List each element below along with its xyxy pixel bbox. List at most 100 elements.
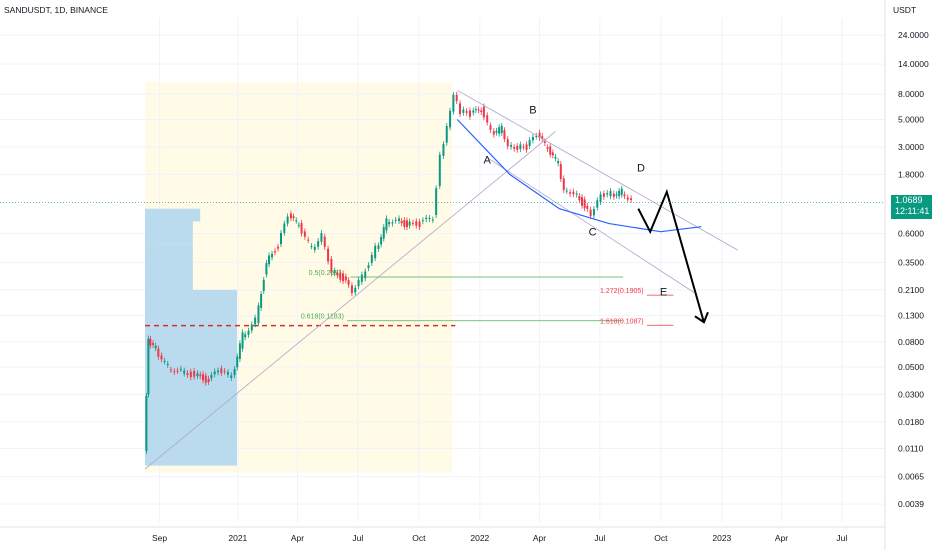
- fib-label: 1.618(0.1087): [600, 318, 644, 325]
- candle-body: [327, 248, 330, 262]
- candle-body: [330, 258, 333, 274]
- candle-body: [265, 263, 268, 275]
- y-tick-label: 3.0000: [898, 142, 924, 152]
- candle-body: [380, 237, 383, 245]
- wave-label: D: [637, 162, 645, 174]
- candle-body: [382, 227, 385, 239]
- x-tick-label: Apr: [775, 533, 788, 543]
- y-tick-label: 5.0000: [898, 114, 924, 124]
- y-tick-label: 0.0110: [898, 443, 924, 453]
- candle-body: [173, 371, 176, 373]
- candle-body: [562, 178, 565, 191]
- candle-body: [472, 110, 475, 113]
- candle-body: [176, 370, 179, 372]
- candle-body: [279, 232, 282, 245]
- candle-body: [274, 251, 277, 253]
- x-tick-label: Jul: [352, 533, 363, 543]
- candle-body: [480, 110, 483, 113]
- candle-body: [513, 147, 516, 149]
- candle-body: [193, 371, 196, 377]
- candle-body: [405, 220, 408, 228]
- y-tick-label: 24.0000: [898, 30, 929, 40]
- candle-body: [495, 130, 498, 133]
- candle-body: [408, 221, 411, 226]
- candle-body: [186, 373, 189, 375]
- candle-body: [292, 216, 295, 219]
- candle-body: [510, 145, 513, 147]
- wave-label: E: [660, 286, 667, 298]
- x-tick-label: Apr: [533, 533, 546, 543]
- candle-body: [350, 285, 353, 294]
- candle-body: [367, 265, 370, 269]
- candle-body: [583, 199, 586, 209]
- curve-line: [456, 119, 702, 233]
- x-tick-label: Oct: [412, 533, 426, 543]
- candle-body: [418, 221, 421, 227]
- candle-body: [374, 245, 377, 259]
- candle-body: [538, 132, 541, 139]
- candle-body: [313, 246, 316, 250]
- y-tick-label: 0.0039: [898, 499, 924, 509]
- candle-body: [154, 345, 157, 349]
- candle-body: [452, 94, 455, 112]
- candle-body: [482, 106, 485, 118]
- candle-body: [160, 355, 163, 360]
- candle-body: [179, 368, 182, 370]
- candle-body: [254, 317, 257, 325]
- candle-body: [297, 224, 300, 226]
- candle-body: [394, 219, 397, 221]
- wave-label: C: [589, 226, 597, 238]
- candle-body: [250, 324, 253, 331]
- x-tick-label: Oct: [654, 533, 668, 543]
- candle-body: [300, 223, 303, 234]
- candle-body: [189, 371, 192, 378]
- candle-body: [196, 373, 199, 377]
- y-tick-label: 1.8000: [898, 169, 924, 179]
- y-tick-label: 0.3500: [898, 257, 924, 267]
- candle-body: [428, 217, 431, 219]
- candle-body: [528, 140, 531, 146]
- candle-body: [364, 271, 367, 279]
- candle-body: [220, 368, 223, 374]
- candle-body: [169, 369, 172, 371]
- candle-body: [425, 217, 428, 220]
- candle-body: [347, 280, 350, 285]
- fib-label: 1.272(0.1905): [600, 288, 644, 295]
- candle-body: [445, 126, 448, 143]
- volume-profile-bar: [145, 221, 193, 244]
- candle-body: [618, 190, 621, 197]
- candle-body: [145, 395, 148, 451]
- candle-body: [336, 272, 339, 276]
- candle-body: [435, 188, 438, 215]
- candle-body: [581, 197, 584, 206]
- candle-body: [468, 110, 471, 117]
- y-tick-label: 0.1300: [898, 311, 924, 321]
- candle-body: [163, 360, 166, 362]
- candle-body: [339, 272, 342, 280]
- candle-body: [295, 220, 298, 222]
- candle-body: [210, 375, 213, 379]
- y-tick-label: 0.2100: [898, 285, 924, 295]
- candle-body: [500, 125, 503, 133]
- candle-body: [551, 152, 554, 156]
- candle-body: [157, 348, 160, 357]
- candle-body: [606, 193, 609, 195]
- candle-body: [589, 209, 592, 217]
- candle-body: [388, 222, 391, 225]
- candle-body: [320, 233, 323, 242]
- candle-body: [303, 231, 306, 237]
- candle-body: [241, 332, 244, 349]
- price-unit-label: USDT: [893, 5, 917, 15]
- projection-arrowhead: [694, 311, 709, 324]
- y-tick-label: 0.0800: [898, 337, 924, 347]
- candle-body: [207, 378, 210, 382]
- x-tick-label: Apr: [291, 533, 304, 543]
- candle-body: [486, 115, 489, 123]
- candle-body: [247, 330, 250, 335]
- x-tick-label: 2021: [228, 533, 247, 543]
- candle-body: [223, 370, 226, 372]
- candle-body: [546, 147, 549, 149]
- candle-body: [525, 144, 528, 150]
- candle-body: [230, 375, 233, 379]
